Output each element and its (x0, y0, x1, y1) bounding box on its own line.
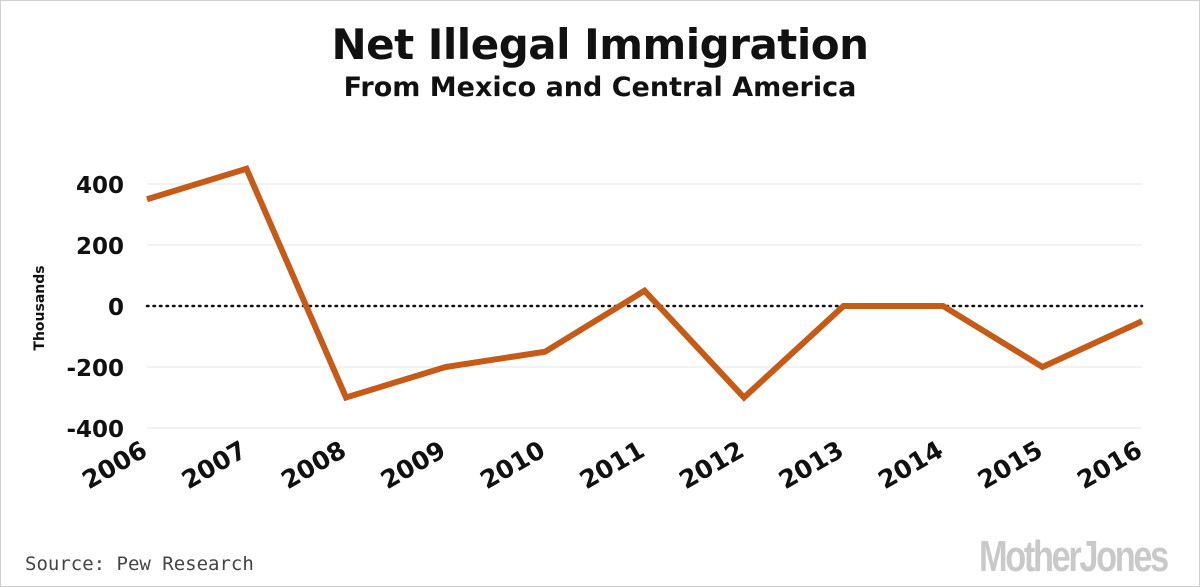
x-tick-label: 2007 (177, 435, 252, 495)
x-tick-label: 2010 (475, 435, 550, 495)
data-point (1141, 320, 1143, 322)
x-tick-label: 2012 (674, 435, 749, 495)
data-point (942, 305, 944, 307)
source-note: Source: Pew Research (25, 553, 254, 575)
brand-logo: MotherJones (979, 532, 1169, 581)
data-point (146, 198, 148, 200)
x-tick-label: 2014 (873, 435, 948, 495)
data-point (544, 351, 546, 353)
x-tick-label: 2013 (774, 435, 849, 495)
x-tick-label: 2011 (575, 435, 650, 495)
y-tick-labels: 400 200 0 -200 -400 (66, 173, 124, 443)
gridlines (145, 183, 1144, 429)
x-tick-label: 2006 (77, 435, 152, 495)
data-point (743, 397, 745, 398)
x-tick-label: 2016 (1072, 435, 1147, 495)
data-point (445, 366, 446, 368)
y-tick-label: 0 (108, 295, 124, 321)
y-tick-label: 400 (76, 173, 124, 199)
chart-subtitle: From Mexico and Central America (343, 72, 857, 103)
chart-title: Net Illegal Immigration (331, 20, 869, 69)
series-line (146, 165, 1144, 402)
y-tick-label: -200 (66, 356, 124, 382)
series-layer (146, 165, 1144, 402)
data-point (345, 397, 347, 398)
data-point (1042, 366, 1043, 368)
x-tick-label: 2015 (973, 435, 1048, 495)
y-tick-label: 200 (76, 234, 124, 260)
y-tick-label: -400 (66, 417, 124, 443)
x-tick-label: 2009 (376, 435, 451, 495)
x-tick-label: 2008 (276, 435, 351, 495)
data-point (246, 168, 247, 170)
data-point (843, 305, 844, 307)
x-tick-labels: 2006 2007 2008 2009 2010 2011 2012 2013 2014 2015… (77, 435, 1147, 495)
data-point (644, 290, 645, 292)
